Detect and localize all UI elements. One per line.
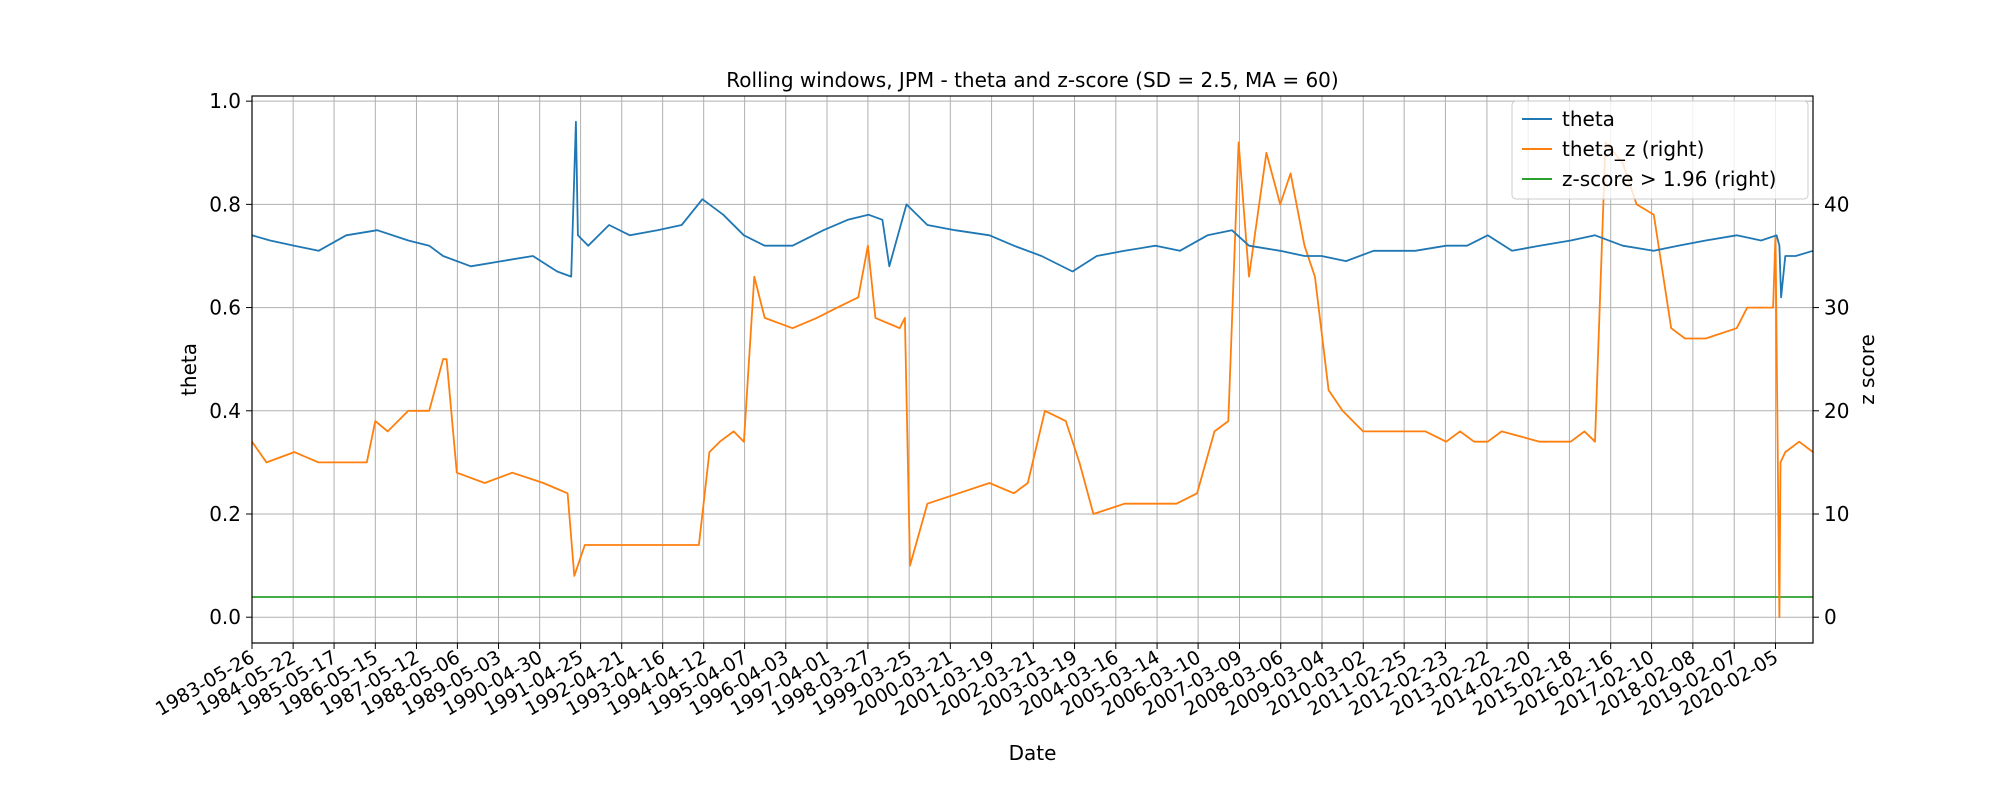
legend-box <box>1511 100 1809 200</box>
plot-frame <box>251 95 1814 644</box>
y-tick-label: 0.0 <box>209 605 241 629</box>
series-line-theta <box>251 120 1814 299</box>
x-axis-label: Date <box>1009 741 1057 765</box>
y2-tick-label: 20 <box>1824 399 1849 423</box>
series-line-theta-z-right <box>251 141 1814 619</box>
y-tick-label: 0.8 <box>209 192 241 216</box>
legend-label: z-score > 1.96 (right) <box>1562 167 1776 191</box>
y-tick-label: 0.6 <box>209 296 241 320</box>
y2-tick-label: 10 <box>1824 502 1849 526</box>
y-tick-label: 0.4 <box>209 399 241 423</box>
legend-label: theta_z (right) <box>1562 137 1704 161</box>
grid-layer <box>251 96 1813 643</box>
y-tick-label: 1.0 <box>209 89 241 113</box>
chart-title: Rolling windows, JPM - theta and z-score… <box>726 68 1338 92</box>
axis-layer: 1983-05-261984-05-221985-05-171986-05-15… <box>152 89 1850 720</box>
y2-tick-label: 40 <box>1824 192 1849 216</box>
y2-tick-label: 0 <box>1824 605 1837 629</box>
y-axis-label: theta <box>177 343 201 396</box>
y2-axis-label: z score <box>1855 334 1879 405</box>
legend: theta theta_z (right) z-score > 1.96 (righ… <box>1511 100 1809 200</box>
legend-label: theta <box>1562 107 1615 131</box>
y2-tick-label: 30 <box>1824 296 1849 320</box>
y-tick-label: 0.2 <box>209 502 241 526</box>
